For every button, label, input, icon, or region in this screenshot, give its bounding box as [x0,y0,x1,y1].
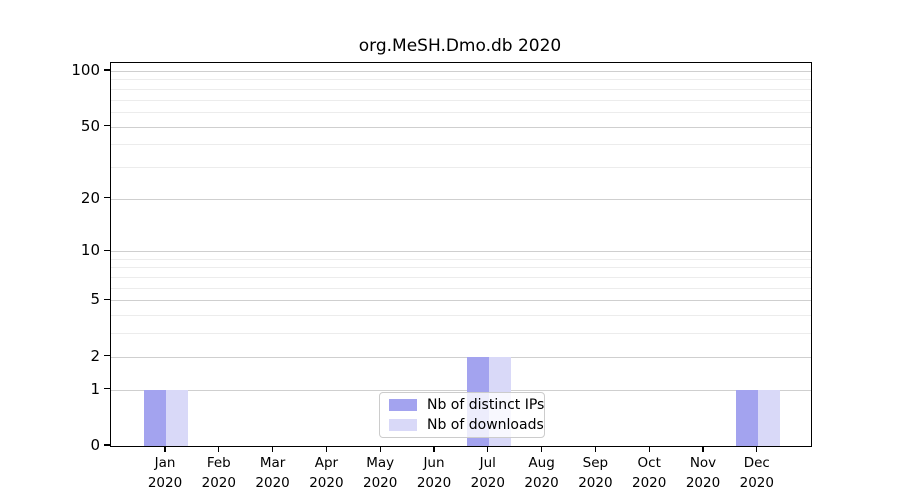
minor-gridline [111,111,811,113]
x-tick-month: Aug [528,455,555,471]
minor-gridline [111,88,811,90]
x-tick-mark [541,446,543,452]
y-tick-label: 100 [71,61,100,79]
x-tick-month: Mar [259,455,286,471]
major-gridline [111,300,811,302]
x-tick-label: Oct 2020 [622,454,676,493]
chart-title: org.MeSH.Dmo.db 2020 [358,36,562,56]
bar-distinct-ips [735,389,758,446]
plot-area [110,62,812,447]
x-tick-label: Sep 2020 [568,454,622,493]
y-tick-label: 20 [80,188,100,207]
x-tick-mark [325,446,327,452]
y-tick-label: 5 [90,290,100,309]
legend-label-distinct-ips: Nb of distinct IPs [427,397,545,413]
x-tick-month: Jul [479,455,496,471]
minor-gridline [111,287,811,289]
bar-distinct-ips [144,389,166,446]
x-tick-month: Feb [206,455,231,471]
x-tick-year: 2020 [416,474,452,491]
x-tick-mark [756,446,758,452]
x-tick-mark [164,446,166,452]
x-tick-year: 2020 [363,474,398,491]
y-tick-mark [104,197,110,199]
y-tick-mark [104,388,110,390]
legend: Nb of distinct IPs Nb of downloads [379,392,545,438]
minor-gridline [111,277,811,279]
x-tick-month: Dec [743,455,770,471]
x-tick-month: May [366,455,395,471]
minor-gridline [111,258,811,260]
major-gridline [111,251,811,253]
x-tick-label: Jun 2020 [407,454,461,493]
y-tick-mark [104,124,110,127]
y-tick-mark [104,444,110,446]
y-tick-mark [104,355,110,357]
y-tick-label: 10 [80,241,100,260]
x-tick-label: Jan 2020 [138,454,192,493]
x-tick-label: Aug 2020 [515,454,569,493]
x-tick-mark [433,446,435,452]
x-tick-label: Mar 2020 [246,454,300,493]
x-tick-month: Sep [582,455,609,471]
minor-gridline [111,267,811,269]
y-tick-mark [104,249,110,251]
x-tick-month: Apr [314,455,339,471]
legend-item-distinct-ips: Nb of distinct IPs [380,397,544,413]
x-tick-month: Nov [689,455,717,471]
x-tick-mark [218,446,220,452]
x-tick-month: Jan [154,455,176,471]
x-tick-mark [379,446,381,452]
x-tick-month: Oct [637,455,661,471]
y-tick-label: 50 [80,116,100,135]
bar-downloads [166,389,188,446]
legend-swatch-distinct-ips [389,399,417,411]
y-tick-mark [104,69,110,71]
minor-gridline [111,144,811,146]
x-tick-year: 2020 [524,474,559,491]
x-tick-month: Jun [423,455,445,471]
x-tick-mark [487,446,489,452]
major-gridline [111,356,811,358]
x-tick-mark [648,446,650,452]
x-tick-year: 2020 [685,474,721,491]
major-gridline [111,198,811,200]
major-gridline [111,389,811,391]
major-gridline [111,71,811,72]
x-tick-year: 2020 [739,474,774,491]
y-tick-label: 2 [90,346,100,365]
y-tick-mark [104,298,110,300]
x-tick-year: 2020 [309,474,344,491]
x-tick-mark [702,446,704,452]
y-tick-label: 0 [90,436,100,454]
x-tick-label: Feb 2020 [192,454,246,493]
legend-item-downloads: Nb of downloads [380,417,544,433]
x-tick-label: Nov 2020 [676,454,730,493]
bar-downloads [757,389,780,446]
major-gridline [111,126,811,128]
legend-label-downloads: Nb of downloads [427,417,544,433]
x-tick-label: Apr 2020 [299,454,353,493]
x-tick-label: Dec 2020 [730,454,784,493]
legend-swatch-downloads [389,419,417,431]
minor-gridline [111,315,811,317]
x-tick-label: Jul 2020 [461,454,515,493]
minor-gridline [111,79,811,81]
x-tick-year: 2020 [201,474,236,491]
x-tick-year: 2020 [147,474,183,491]
y-tick-label: 1 [90,379,100,398]
x-tick-year: 2020 [578,474,613,491]
minor-gridline [111,333,811,335]
x-tick-label: May 2020 [353,454,407,493]
x-tick-year: 2020 [632,474,667,491]
minor-gridline [111,99,811,101]
x-tick-year: 2020 [255,474,290,491]
x-tick-year: 2020 [470,474,505,491]
minor-gridline [111,166,811,168]
x-tick-mark [272,446,274,452]
x-tick-mark [594,446,596,452]
